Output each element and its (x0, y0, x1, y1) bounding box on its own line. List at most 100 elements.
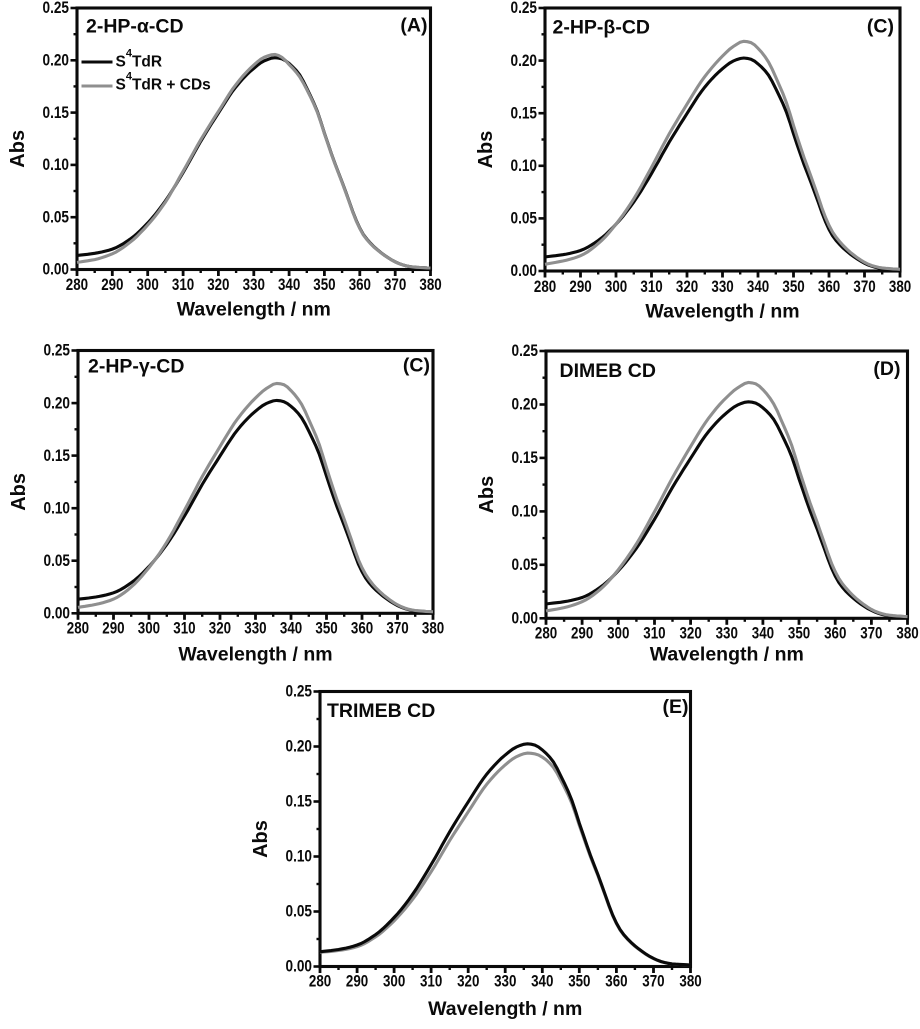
svg-text:290: 290 (101, 276, 123, 294)
svg-text:350: 350 (782, 278, 804, 296)
svg-text:0.05: 0.05 (512, 556, 539, 574)
svg-text:300: 300 (383, 973, 405, 991)
svg-text:320: 320 (457, 973, 479, 991)
svg-text:2-HP-γ-CD: 2-HP-γ-CD (88, 356, 184, 378)
svg-text:0.25: 0.25 (511, 0, 538, 17)
svg-text:0.05: 0.05 (286, 903, 313, 921)
svg-text:340: 340 (752, 624, 774, 642)
svg-text:Abs: Abs (475, 131, 497, 169)
svg-text:320: 320 (676, 278, 698, 296)
svg-text:350: 350 (568, 973, 590, 991)
svg-text:360: 360 (824, 624, 846, 642)
svg-text:370: 370 (642, 973, 664, 991)
svg-text:0.10: 0.10 (286, 848, 313, 866)
svg-text:Wavelength / nm: Wavelength / nm (645, 301, 799, 323)
svg-text:0.10: 0.10 (512, 503, 539, 521)
svg-text:380: 380 (679, 973, 701, 991)
svg-text:350: 350 (788, 624, 810, 642)
svg-text:310: 310 (640, 278, 662, 296)
svg-text:280: 280 (67, 619, 89, 637)
svg-text:0.00: 0.00 (511, 262, 538, 280)
svg-text:Abs: Abs (476, 476, 498, 514)
svg-text:0.10: 0.10 (43, 156, 70, 174)
svg-text:0.15: 0.15 (286, 793, 313, 811)
svg-text:350: 350 (313, 276, 335, 294)
svg-text:0.25: 0.25 (44, 342, 71, 360)
svg-text:300: 300 (607, 624, 629, 642)
svg-text:Abs: Abs (7, 130, 29, 168)
svg-text:340: 340 (278, 276, 300, 294)
svg-text:290: 290 (346, 973, 368, 991)
svg-text:DIMEB CD: DIMEB CD (560, 360, 656, 382)
svg-text:0.20: 0.20 (512, 396, 539, 414)
svg-text:TRIMEB CD: TRIMEB CD (327, 700, 435, 722)
svg-text:290: 290 (571, 624, 593, 642)
svg-text:0.10: 0.10 (511, 157, 538, 175)
svg-text:380: 380 (896, 624, 918, 642)
svg-text:380: 380 (422, 619, 444, 637)
svg-text:280: 280 (534, 278, 556, 296)
svg-text:0.05: 0.05 (43, 208, 70, 226)
svg-text:380: 380 (889, 278, 911, 296)
svg-text:Wavelength / nm: Wavelength / nm (178, 644, 332, 666)
svg-text:0.00: 0.00 (44, 605, 71, 623)
svg-text:Wavelength / nm: Wavelength / nm (650, 644, 804, 666)
svg-text:(E): (E) (663, 696, 689, 718)
svg-text:330: 330 (716, 624, 738, 642)
svg-text:320: 320 (209, 619, 231, 637)
svg-text:370: 370 (386, 619, 408, 637)
svg-text:0.15: 0.15 (512, 449, 539, 467)
svg-text:370: 370 (384, 276, 406, 294)
svg-text:330: 330 (494, 973, 516, 991)
svg-text:300: 300 (138, 619, 160, 637)
svg-text:320: 320 (680, 624, 702, 642)
svg-text:(C): (C) (403, 355, 430, 377)
svg-text:(A): (A) (400, 14, 427, 36)
svg-text:0.25: 0.25 (286, 683, 313, 701)
svg-text:2-HP-α-CD: 2-HP-α-CD (86, 15, 184, 37)
svg-text:330: 330 (711, 278, 733, 296)
svg-text:0.05: 0.05 (44, 552, 71, 570)
svg-text:360: 360 (351, 619, 373, 637)
svg-text:0.05: 0.05 (511, 210, 538, 228)
svg-text:Wavelength / nm: Wavelength / nm (177, 299, 331, 321)
svg-text:0.10: 0.10 (44, 499, 71, 517)
svg-text:360: 360 (605, 973, 627, 991)
svg-text:(D): (D) (873, 358, 900, 380)
svg-text:S4TdR + CDs: S4TdR + CDs (116, 71, 211, 94)
svg-text:360: 360 (818, 278, 840, 296)
svg-text:2-HP-β-CD: 2-HP-β-CD (553, 16, 650, 38)
svg-text:0.25: 0.25 (512, 342, 539, 360)
svg-text:0.20: 0.20 (43, 52, 70, 70)
svg-text:0.20: 0.20 (511, 52, 538, 70)
svg-text:310: 310 (420, 973, 442, 991)
svg-text:370: 370 (853, 278, 875, 296)
svg-text:320: 320 (207, 276, 229, 294)
svg-text:310: 310 (173, 619, 195, 637)
svg-text:0.00: 0.00 (512, 610, 539, 628)
svg-text:0.20: 0.20 (286, 738, 313, 756)
svg-text:280: 280 (535, 624, 557, 642)
svg-text:0.15: 0.15 (44, 447, 71, 465)
svg-text:330: 330 (244, 619, 266, 637)
svg-text:280: 280 (309, 973, 331, 991)
svg-text:380: 380 (419, 276, 441, 294)
svg-text:Abs: Abs (250, 820, 272, 858)
svg-text:290: 290 (102, 619, 124, 637)
svg-text:Wavelength / nm: Wavelength / nm (428, 998, 582, 1020)
svg-text:300: 300 (605, 278, 627, 296)
svg-text:350: 350 (315, 619, 337, 637)
svg-text:0.00: 0.00 (43, 261, 70, 279)
svg-text:310: 310 (643, 624, 665, 642)
svg-text:300: 300 (137, 276, 159, 294)
svg-text:330: 330 (243, 276, 265, 294)
svg-text:0.15: 0.15 (511, 104, 538, 122)
svg-text:310: 310 (172, 276, 194, 294)
svg-text:0.00: 0.00 (286, 958, 313, 976)
svg-text:370: 370 (860, 624, 882, 642)
svg-text:340: 340 (280, 619, 302, 637)
svg-text:360: 360 (349, 276, 371, 294)
svg-text:280: 280 (66, 276, 88, 294)
svg-text:0.15: 0.15 (43, 104, 70, 122)
svg-text:290: 290 (569, 278, 591, 296)
